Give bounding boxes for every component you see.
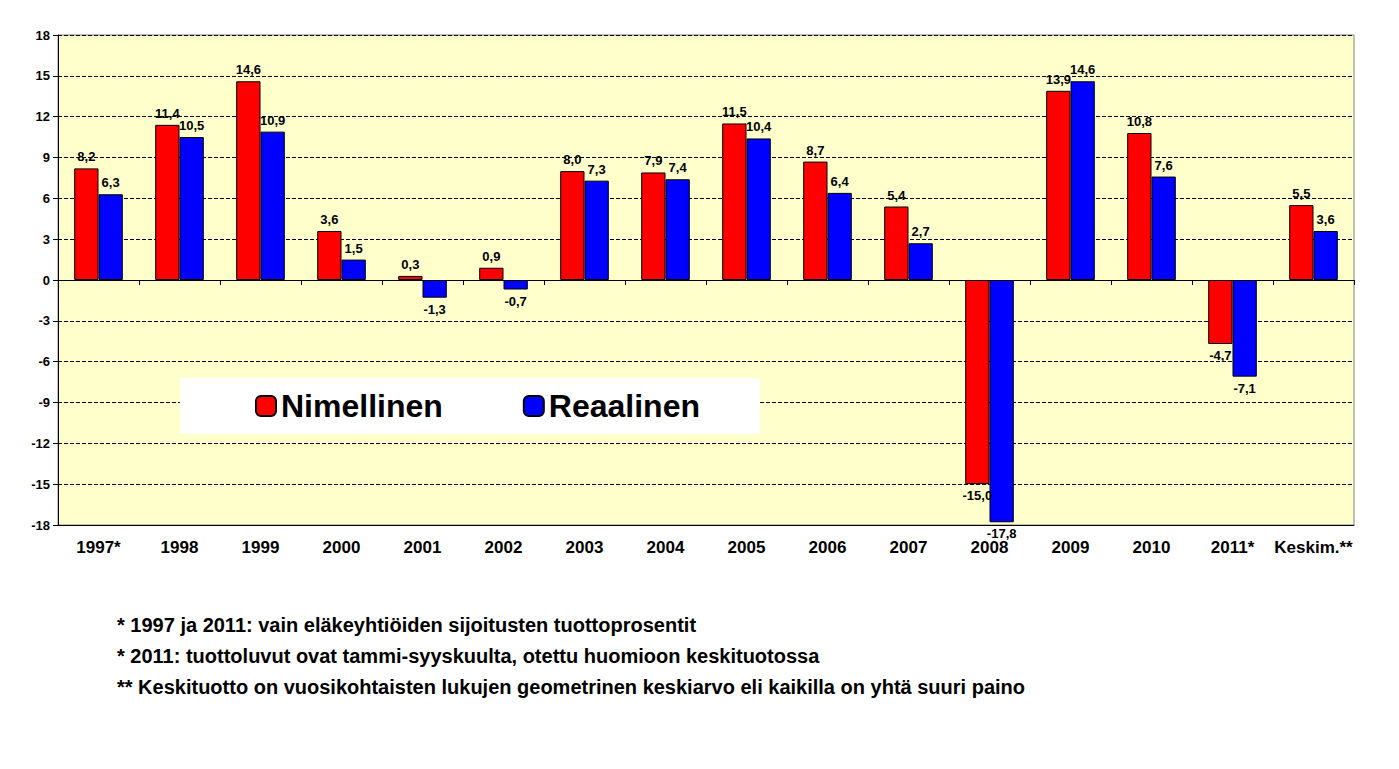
svg-text:9: 9 (43, 150, 50, 165)
svg-text:2005: 2005 (728, 538, 766, 557)
svg-text:-1,3: -1,3 (423, 302, 445, 317)
svg-text:2001: 2001 (404, 538, 442, 557)
svg-text:* 1997 ja 2011: vain eläkeyhti: * 1997 ja 2011: vain eläkeyhtiöiden sijo… (117, 614, 696, 636)
svg-text:14,6: 14,6 (1070, 62, 1095, 77)
svg-text:7,3: 7,3 (588, 162, 606, 177)
svg-text:11,5: 11,5 (722, 104, 747, 119)
svg-text:5,4: 5,4 (887, 188, 906, 203)
svg-text:8,2: 8,2 (77, 149, 95, 164)
svg-text:8,7: 8,7 (806, 143, 824, 158)
svg-text:2007: 2007 (890, 538, 928, 557)
svg-text:Nimellinen: Nimellinen (281, 388, 443, 424)
svg-text:2002: 2002 (485, 538, 523, 557)
svg-text:* 2011: tuottoluvut ovat tammi: * 2011: tuottoluvut ovat tammi-syyskuult… (117, 645, 820, 667)
svg-text:10,4: 10,4 (746, 119, 772, 134)
svg-text:2011*: 2011* (1211, 538, 1255, 557)
svg-text:5,5: 5,5 (1292, 186, 1310, 201)
svg-text:13,9: 13,9 (1046, 72, 1071, 87)
svg-text:0,9: 0,9 (482, 249, 500, 264)
svg-text:-0,7: -0,7 (504, 294, 526, 309)
svg-text:6: 6 (43, 191, 50, 206)
svg-text:3,6: 3,6 (1317, 212, 1335, 227)
svg-text:1,5: 1,5 (345, 241, 363, 256)
svg-text:11,4: 11,4 (155, 106, 180, 121)
svg-text:10,5: 10,5 (179, 118, 204, 133)
svg-text:2010: 2010 (1133, 538, 1171, 557)
svg-text:-7,1: -7,1 (1233, 381, 1255, 396)
svg-text:6,3: 6,3 (102, 175, 120, 190)
svg-text:2003: 2003 (566, 538, 604, 557)
svg-text:-17,8: -17,8 (987, 526, 1017, 541)
svg-text:12: 12 (36, 109, 50, 124)
svg-text:0,3: 0,3 (401, 257, 419, 272)
svg-text:2006: 2006 (809, 538, 847, 557)
svg-text:10,9: 10,9 (260, 113, 285, 128)
svg-text:14,6: 14,6 (236, 62, 261, 77)
svg-text:0: 0 (43, 273, 50, 288)
svg-text:1999: 1999 (242, 538, 280, 557)
svg-text:-9: -9 (38, 395, 50, 410)
svg-text:15: 15 (36, 68, 50, 83)
svg-text:7,4: 7,4 (669, 160, 688, 175)
svg-text:8,0: 8,0 (563, 152, 581, 167)
svg-text:** Keskituotto on vuosikohtais: ** Keskituotto on vuosikohtaisten lukuje… (117, 676, 1025, 698)
svg-text:1998: 1998 (161, 538, 199, 557)
svg-text:-15,0: -15,0 (963, 488, 993, 503)
svg-text:Keskim.**: Keskim.** (1274, 538, 1353, 557)
svg-text:7,6: 7,6 (1155, 158, 1173, 173)
svg-text:2004: 2004 (647, 538, 685, 557)
svg-text:-6: -6 (38, 354, 50, 369)
svg-text:2000: 2000 (323, 538, 361, 557)
svg-text:6,4: 6,4 (831, 174, 850, 189)
svg-text:-12: -12 (31, 436, 50, 451)
svg-text:18: 18 (36, 28, 50, 43)
svg-text:2,7: 2,7 (912, 224, 930, 239)
svg-text:-4,7: -4,7 (1209, 348, 1231, 363)
svg-text:-15: -15 (31, 477, 50, 492)
svg-text:-3: -3 (38, 313, 50, 328)
svg-text:1997*: 1997* (76, 538, 121, 557)
svg-text:2008: 2008 (970, 538, 1009, 557)
svg-text:3,6: 3,6 (320, 212, 338, 227)
svg-text:2009: 2009 (1052, 538, 1090, 557)
svg-text:-18: -18 (31, 518, 50, 533)
svg-text:10,8: 10,8 (1127, 114, 1152, 129)
svg-text:7,9: 7,9 (644, 153, 662, 168)
svg-text:Reaalinen: Reaalinen (549, 388, 700, 424)
svg-text:3: 3 (43, 232, 50, 247)
